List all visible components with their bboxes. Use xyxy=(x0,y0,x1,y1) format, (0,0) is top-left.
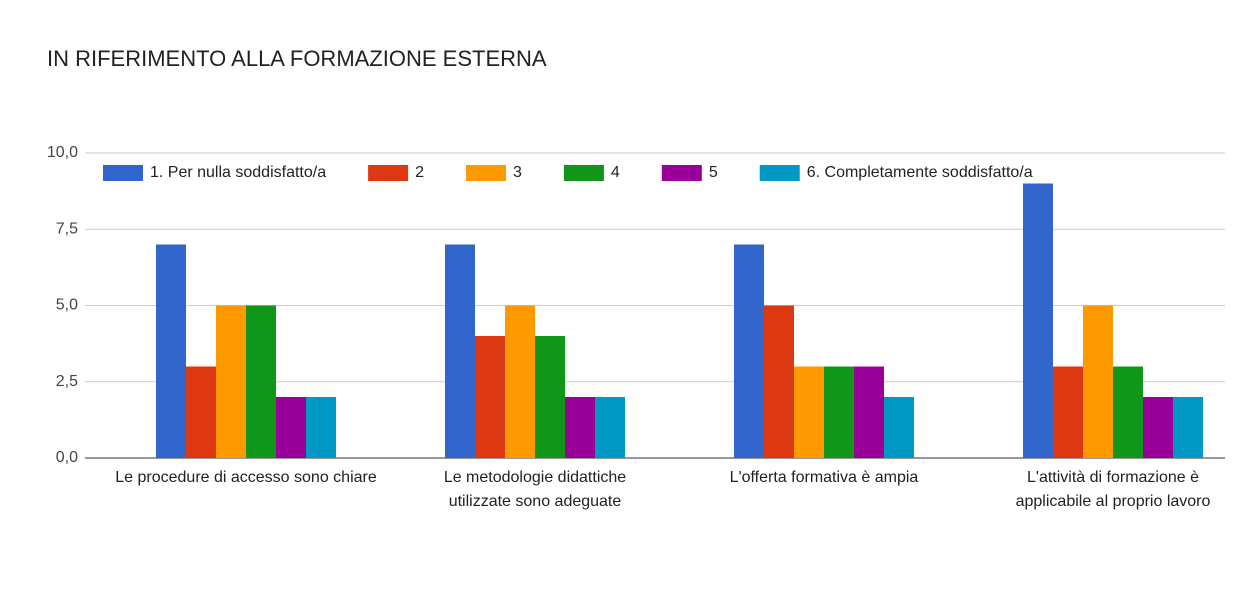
x-tick-label: Le procedure di accesso sono chiare xyxy=(115,469,377,486)
legend-swatch xyxy=(661,165,702,181)
bar xyxy=(505,305,535,458)
y-tick-label: 0,0 xyxy=(56,449,78,466)
bar xyxy=(445,244,475,458)
legend-swatch xyxy=(563,165,604,181)
bar xyxy=(1143,397,1173,458)
bar xyxy=(764,305,794,458)
bar xyxy=(276,397,306,458)
legend-label: 6. Completamente soddisfatto/a xyxy=(807,164,1033,181)
legend-label: 1. Per nulla soddisfatto/a xyxy=(150,164,326,181)
bar xyxy=(216,305,246,458)
bar xyxy=(854,366,884,458)
x-tick-label-line: Le metodologie didattiche xyxy=(444,469,626,486)
bar xyxy=(595,397,625,458)
x-tick-label: Le metodologie didattiche utilizzate sono… xyxy=(444,469,626,510)
bar xyxy=(186,366,216,458)
x-tick-label-line: applicabile al proprio lavoro xyxy=(1016,493,1211,510)
bar xyxy=(1083,305,1113,458)
legend-label: 3 xyxy=(513,164,522,181)
x-tick-label: L'offerta formativa è ampia xyxy=(730,469,919,486)
bar xyxy=(246,305,276,458)
y-tick-label: 7,5 xyxy=(56,220,78,237)
legend-swatch xyxy=(103,165,143,181)
bar xyxy=(1023,183,1053,458)
legend-label: 2 xyxy=(415,164,424,181)
x-tick-label-line: L'attività di formazione è xyxy=(1027,469,1199,486)
bar xyxy=(824,366,854,458)
x-tick-label-line: utilizzate sono adeguate xyxy=(449,493,622,510)
chart-title: IN RIFERIMENTO ALLA FORMAZIONE ESTERNA xyxy=(47,46,547,71)
legend-label: 4 xyxy=(611,164,620,181)
legend-swatch xyxy=(759,165,800,181)
legend-label: 5 xyxy=(709,164,718,181)
y-tick-label: 5,0 xyxy=(56,297,78,314)
bar xyxy=(535,336,565,458)
y-tick-label: 10,0 xyxy=(47,144,78,161)
bar xyxy=(1053,366,1083,458)
bar xyxy=(1113,366,1143,458)
bar xyxy=(734,244,764,458)
legend-swatch xyxy=(368,165,409,181)
bar xyxy=(306,397,336,458)
legend-swatch xyxy=(466,165,507,181)
bar xyxy=(475,336,505,458)
bar xyxy=(1173,397,1203,458)
bar xyxy=(794,366,824,458)
bar xyxy=(565,397,595,458)
bar xyxy=(884,397,914,458)
x-tick-label: L'attività di formazione è applicabile al… xyxy=(1016,469,1211,510)
bar xyxy=(156,244,186,458)
y-tick-label: 2,5 xyxy=(56,373,78,390)
